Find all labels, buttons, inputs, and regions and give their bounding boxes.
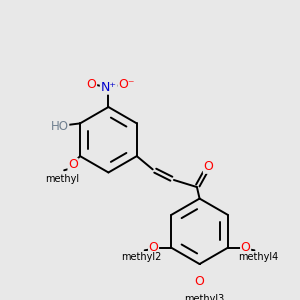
Text: O: O [148,241,158,254]
Text: methyl: methyl [45,174,80,184]
Text: methyl4: methyl4 [238,251,278,262]
Text: HO: HO [51,119,69,133]
Text: O⁻: O⁻ [118,78,134,92]
Text: methyl3: methyl3 [184,294,224,300]
Text: O: O [203,160,213,173]
Text: O: O [241,241,250,254]
Text: O: O [68,158,78,172]
Text: O: O [195,275,205,288]
Text: O: O [87,78,97,92]
Text: methyl2: methyl2 [121,251,161,262]
Text: N⁺: N⁺ [100,81,116,94]
